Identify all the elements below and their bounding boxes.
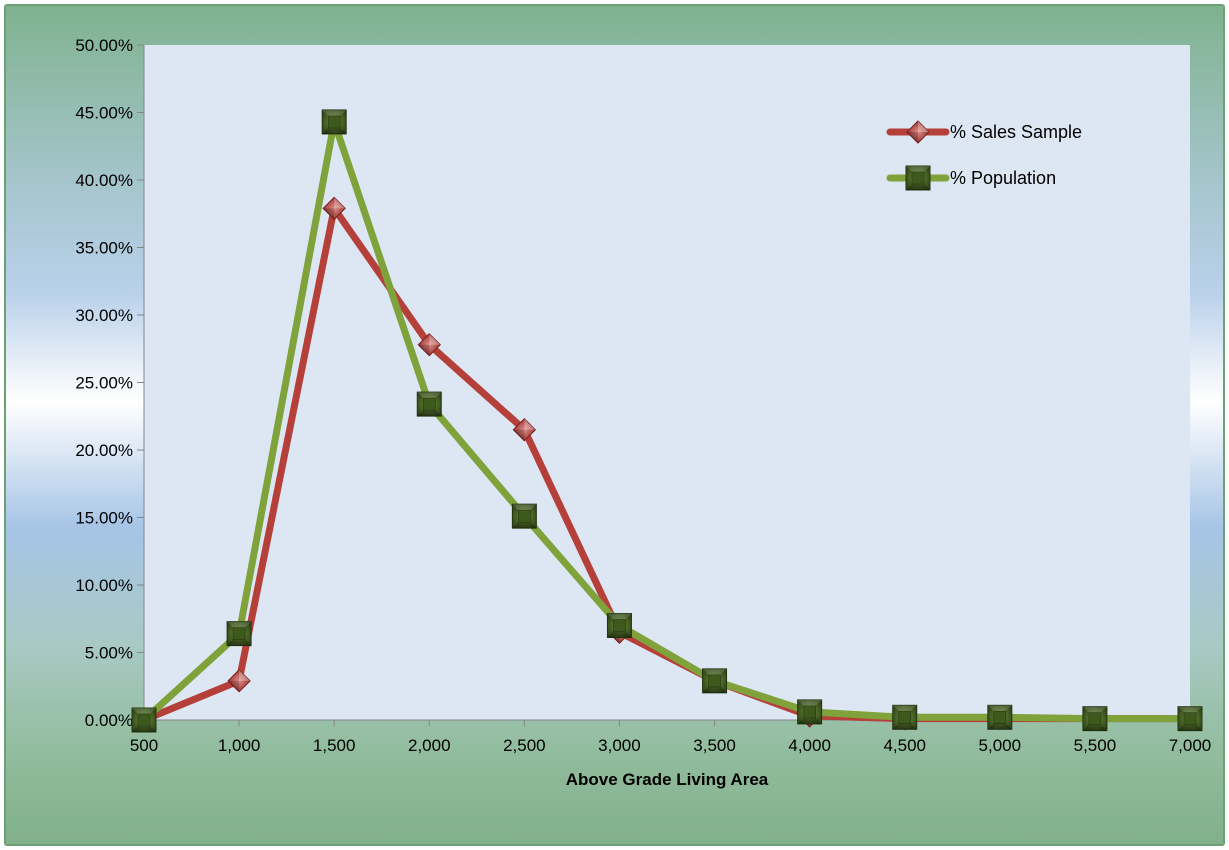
data-point-population (703, 669, 727, 693)
legend-item-sales-sample: % Sales Sample (890, 121, 1082, 143)
x-tick-label: 2,500 (503, 736, 546, 755)
data-point-population (512, 504, 536, 528)
y-tick-label: 10.00% (75, 576, 133, 595)
data-point-population (1083, 707, 1107, 731)
y-tick-label: 15.00% (75, 509, 133, 528)
x-tick-label: 5,500 (1074, 736, 1117, 755)
x-tick-label: 1,000 (218, 736, 261, 755)
x-tick-label: 7,000 (1169, 736, 1212, 755)
y-tick-label: 50.00% (75, 36, 133, 55)
x-axis-title: Above Grade Living Area (566, 770, 769, 789)
x-tick-label: 3,500 (693, 736, 736, 755)
data-point-population (607, 614, 631, 638)
y-tick-label: 0.00% (85, 711, 133, 730)
legend-marker-population (906, 166, 930, 190)
data-point-population (132, 708, 156, 732)
y-tick-label: 35.00% (75, 239, 133, 258)
data-point-population (1178, 707, 1202, 731)
y-tick-label: 30.00% (75, 306, 133, 325)
data-point-population (322, 110, 346, 134)
chart-frame: 0.00% 5.00% 10.00% 15.00% 20.00% 25.00% 30.00%… (4, 4, 1225, 846)
y-tick-label: 25.00% (75, 374, 133, 393)
data-point-population (988, 705, 1012, 729)
legend-item-population: % Population (890, 166, 1056, 190)
y-tick-label: 40.00% (75, 171, 133, 190)
x-tick-label: 3,000 (598, 736, 641, 755)
y-tick-label: 45.00% (75, 104, 133, 123)
legend-label-population: % Population (950, 168, 1056, 188)
data-point-population (893, 705, 917, 729)
x-tick-label: 1,500 (313, 736, 356, 755)
x-tick-label: 2,000 (408, 736, 451, 755)
data-point-population (798, 700, 822, 724)
legend-label-sales-sample: % Sales Sample (950, 122, 1082, 142)
x-tick-label: 4,500 (883, 736, 926, 755)
y-tick-label: 5.00% (85, 644, 133, 663)
data-point-population (227, 622, 251, 646)
x-tick-label: 5,000 (979, 736, 1022, 755)
line-chart: 0.00% 5.00% 10.00% 15.00% 20.00% 25.00% 30.00%… (6, 6, 1225, 846)
x-tick-label: 500 (130, 736, 158, 755)
data-point-population (417, 392, 441, 416)
y-tick-label: 20.00% (75, 441, 133, 460)
x-tick-label: 4,000 (788, 736, 831, 755)
